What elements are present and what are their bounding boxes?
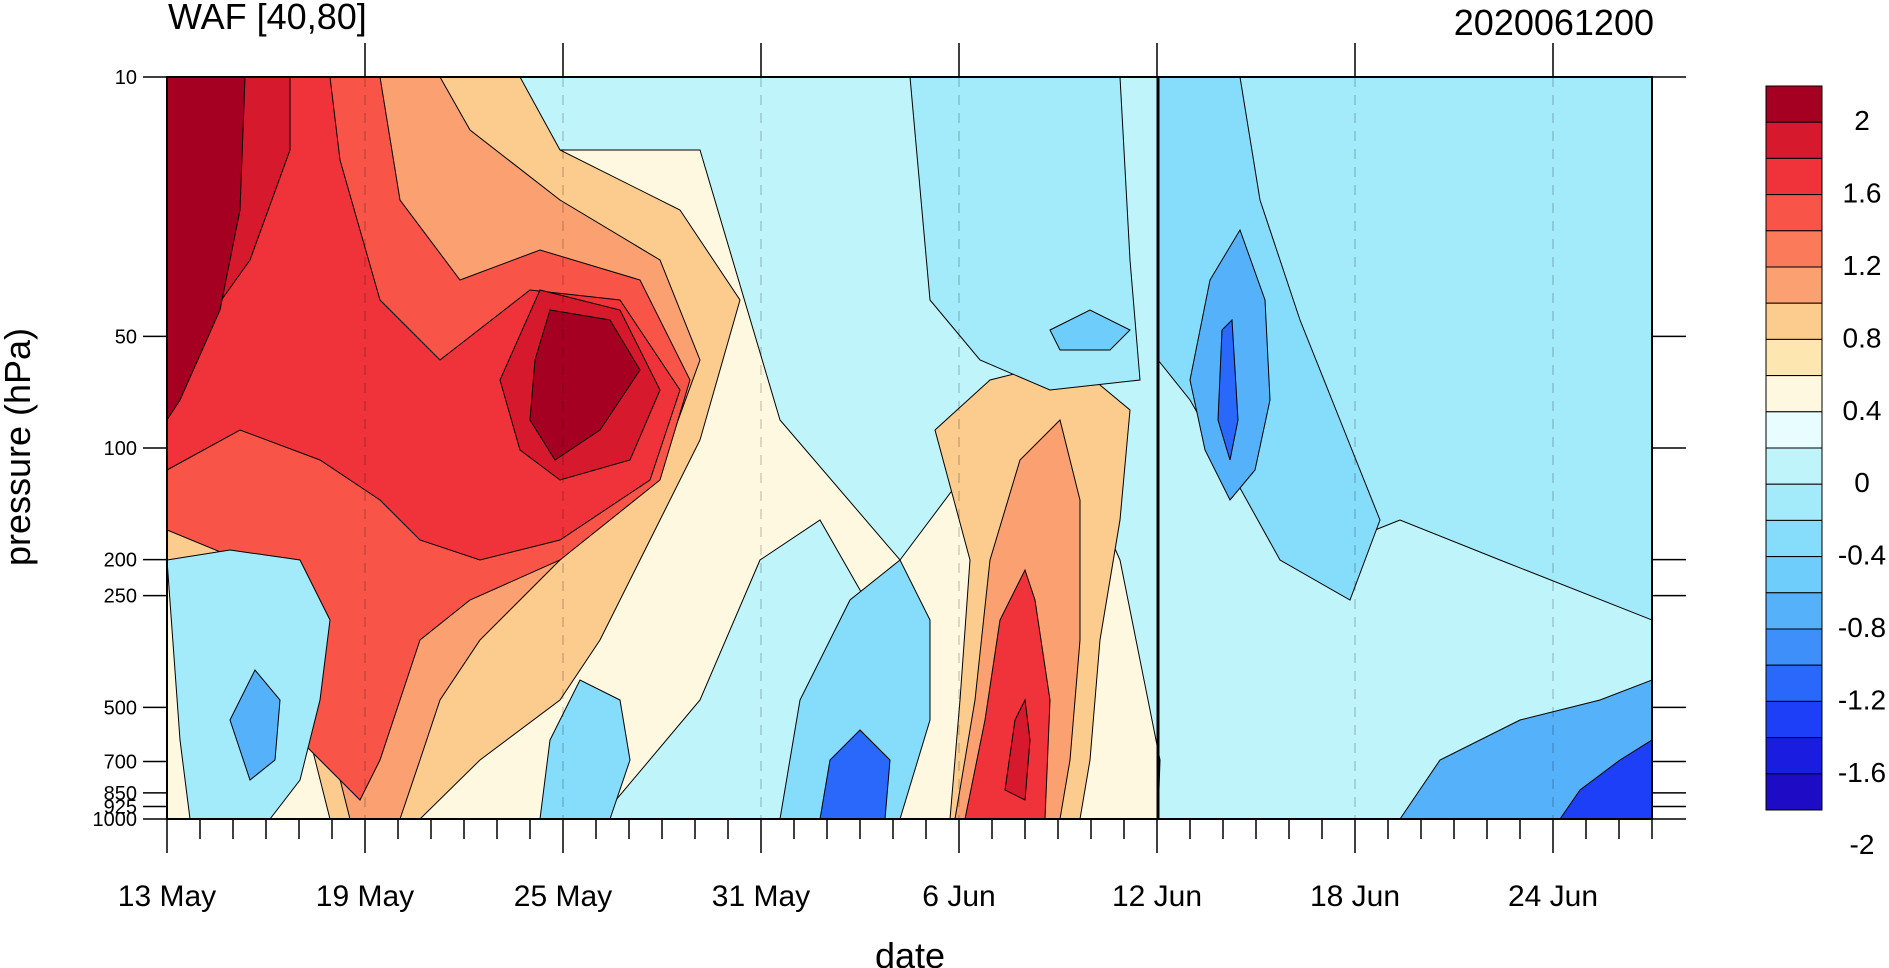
y-tick-label: 850 xyxy=(104,783,137,805)
colorbar-swatch xyxy=(1765,556,1823,594)
chart-title: WAF [40,80] xyxy=(168,0,367,37)
x-tick-label: 6 Jun xyxy=(922,880,995,913)
contour-red-core xyxy=(167,77,641,461)
colorbar-swatch xyxy=(1765,773,1823,811)
contour-blue-upper-mid xyxy=(909,77,1141,391)
y-tick-label: 200 xyxy=(104,550,137,572)
x-gridlines xyxy=(364,77,1554,819)
contour-blue-right-2 xyxy=(1157,77,1381,601)
colorbar-swatch xyxy=(1765,592,1823,630)
x-tick-label: 25 May xyxy=(514,880,612,913)
contour-blue-lower-left-core xyxy=(229,669,281,781)
colorbar-swatch xyxy=(1765,338,1823,377)
colorbar-swatch xyxy=(1765,700,1823,739)
y-tick-label: 700 xyxy=(104,752,137,774)
x-axis: 13 May 19 May 25 May 31 May 6 Jun 12 Jun 18 Ju… xyxy=(118,43,1653,913)
contour-mid-red-core xyxy=(1004,698,1031,801)
colorbar-swatch xyxy=(1765,266,1823,304)
colorbar: 2 1.6 1.2 0.8 0.4 0 -0.4 -0.8 -1.2 -1.6 -2 xyxy=(1765,85,1886,860)
colorbar-label: -2 xyxy=(1850,829,1875,860)
x-tick-label: 18 Jun xyxy=(1310,880,1400,913)
colorbar-swatch xyxy=(1765,664,1823,702)
colorbar-label: -0.8 xyxy=(1838,612,1886,643)
y-tick-label: 10 xyxy=(115,67,137,89)
colorbar-label: -0.4 xyxy=(1838,540,1886,571)
colorbar-label: 2 xyxy=(1854,105,1870,136)
y-tick-label: 925 xyxy=(104,796,137,818)
contour-blue-3jun-core xyxy=(819,729,891,819)
y-tick-label: 250 xyxy=(104,586,137,608)
contour-blue-right-core xyxy=(1217,318,1239,461)
y-tick-label: 50 xyxy=(115,326,137,348)
colorbar-label: 1.2 xyxy=(1843,250,1882,281)
x-tick-label: 12 Jun xyxy=(1112,880,1202,913)
colorbar-swatch xyxy=(1765,230,1823,268)
chart-date-stamp: 2020061200 xyxy=(1454,2,1654,43)
colorbar-swatch xyxy=(1765,628,1823,666)
colorbar-swatch xyxy=(1765,375,1823,413)
x-tick-label: 19 May xyxy=(316,880,414,913)
colorbar-label: 1.6 xyxy=(1843,178,1882,209)
colorbar-label: -1.6 xyxy=(1838,757,1886,788)
x-axis-label: date xyxy=(875,935,945,968)
colorbar-label: -1.2 xyxy=(1838,684,1886,715)
colorbar-swatch xyxy=(1765,411,1823,449)
colorbar-swatch xyxy=(1765,194,1823,232)
colorbar-label: 0.4 xyxy=(1843,395,1882,426)
contour-blue-bottom-right-core xyxy=(1559,739,1652,819)
y-tick-label: 1000 xyxy=(93,809,138,831)
y-tick-label: 500 xyxy=(104,697,137,719)
colorbar-label: 0.8 xyxy=(1843,322,1882,353)
contour-field xyxy=(167,77,1652,819)
colorbar-swatch xyxy=(1765,737,1823,775)
colorbar-swatch xyxy=(1765,121,1823,159)
y-axis-label: pressure (hPa) xyxy=(0,328,38,566)
y-tick-label: 100 xyxy=(104,438,137,460)
colorbar-swatch xyxy=(1765,447,1823,485)
colorbar-swatch xyxy=(1765,302,1823,340)
colorbar-label: 0 xyxy=(1854,467,1870,498)
x-tick-label: 31 May xyxy=(712,880,810,913)
colorbar-swatch xyxy=(1765,157,1823,196)
x-tick-label: 24 Jun xyxy=(1508,880,1598,913)
colorbar-swatch xyxy=(1765,85,1823,123)
colorbar-swatch xyxy=(1765,483,1823,521)
contour-blue-25may xyxy=(539,679,631,819)
contour-blue-upper-mid-core xyxy=(1049,309,1131,351)
colorbar-swatch xyxy=(1765,519,1823,558)
x-tick-label: 13 May xyxy=(118,880,216,913)
contour-blue-3jun xyxy=(779,559,931,819)
